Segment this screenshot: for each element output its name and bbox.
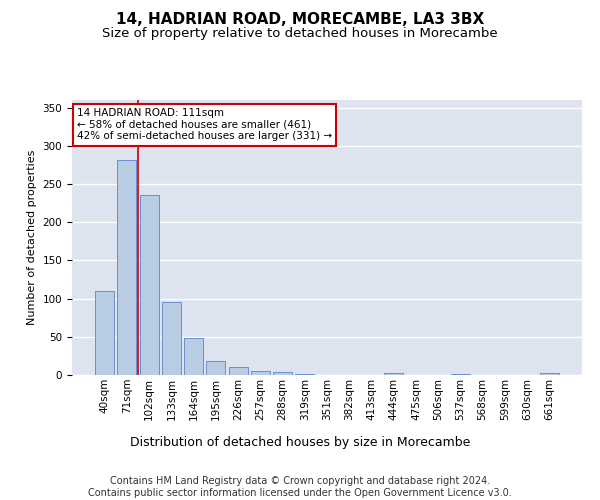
Bar — [451, 374, 470, 375]
Bar — [206, 361, 225, 375]
Text: Contains HM Land Registry data © Crown copyright and database right 2024.
Contai: Contains HM Land Registry data © Crown c… — [88, 476, 512, 498]
Bar — [95, 291, 114, 375]
Bar — [184, 338, 203, 375]
Bar — [162, 302, 181, 375]
Bar — [118, 160, 136, 375]
Bar — [273, 372, 292, 375]
Text: Size of property relative to detached houses in Morecambe: Size of property relative to detached ho… — [102, 28, 498, 40]
Bar — [295, 374, 314, 375]
Text: 14 HADRIAN ROAD: 111sqm
← 58% of detached houses are smaller (461)
42% of semi-d: 14 HADRIAN ROAD: 111sqm ← 58% of detache… — [77, 108, 332, 142]
Bar — [251, 371, 270, 375]
Y-axis label: Number of detached properties: Number of detached properties — [27, 150, 37, 325]
Text: 14, HADRIAN ROAD, MORECAMBE, LA3 3BX: 14, HADRIAN ROAD, MORECAMBE, LA3 3BX — [116, 12, 484, 28]
Bar — [140, 196, 158, 375]
Bar — [229, 366, 248, 375]
Text: Distribution of detached houses by size in Morecambe: Distribution of detached houses by size … — [130, 436, 470, 449]
Bar — [540, 374, 559, 375]
Bar — [384, 374, 403, 375]
